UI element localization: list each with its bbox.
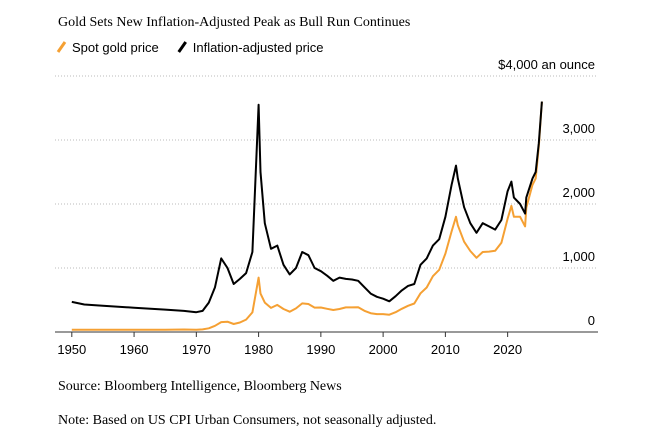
x-tick-label: 1950 (57, 342, 86, 357)
y-tick-label: 0 (588, 313, 595, 328)
legend-swatch (177, 41, 187, 53)
legend-swatch (56, 41, 67, 53)
series-line (71, 101, 543, 314)
x-tick-label: 1990 (306, 342, 335, 357)
y-tick-label: 3,000 (562, 121, 595, 136)
x-tick-label: 1960 (120, 342, 149, 357)
y-tick-label: $4,000 an ounce (498, 57, 595, 72)
x-tick-label: 2020 (493, 342, 522, 357)
x-tick-label: 1970 (182, 342, 211, 357)
y-tick-label: 1,000 (562, 249, 595, 264)
series-line (71, 101, 543, 331)
note: Note: Based on US CPI Urban Consumers, n… (58, 413, 436, 428)
y-tick-label: 2,000 (562, 185, 595, 200)
legend-label: Spot gold price (72, 40, 159, 55)
source: Source: Bloomberg Intelligence, Bloomber… (58, 379, 342, 394)
x-tick-label: 1980 (244, 342, 273, 357)
x-tick-label: 2010 (431, 342, 460, 357)
chart-title: Gold Sets New Inflation-Adjusted Peak as… (58, 15, 410, 30)
legend-label: Inflation-adjusted price (193, 40, 324, 55)
x-tick-label: 2000 (369, 342, 398, 357)
